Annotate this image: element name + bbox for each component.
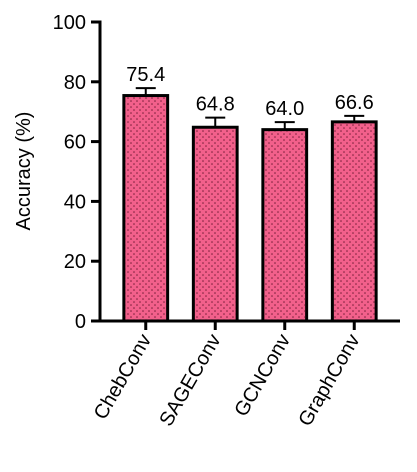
y-tick-label: 40 — [64, 191, 86, 213]
value-label: 66.6 — [335, 92, 374, 114]
x-tick-label: GCNConv — [230, 331, 295, 421]
y-tick-label: 20 — [64, 251, 86, 273]
bar-pattern — [194, 128, 236, 320]
y-tick-label: 60 — [64, 132, 86, 154]
y-tick-label: 0 — [75, 311, 86, 333]
y-tick-label: 80 — [64, 72, 86, 94]
x-tick-label: GraphConv — [294, 331, 364, 431]
x-tick-label: SAGEConv — [155, 331, 225, 431]
y-tick-label: 100 — [53, 12, 86, 34]
bar-pattern — [333, 123, 375, 320]
bar-pattern — [125, 97, 167, 320]
x-tick-label: ChebConv — [90, 331, 156, 424]
bar-pattern — [264, 131, 306, 320]
y-axis-label: Accuracy (%) — [13, 112, 35, 231]
value-label: 75.4 — [126, 64, 165, 86]
value-label: 64.0 — [265, 98, 304, 120]
value-label: 64.8 — [196, 94, 235, 116]
